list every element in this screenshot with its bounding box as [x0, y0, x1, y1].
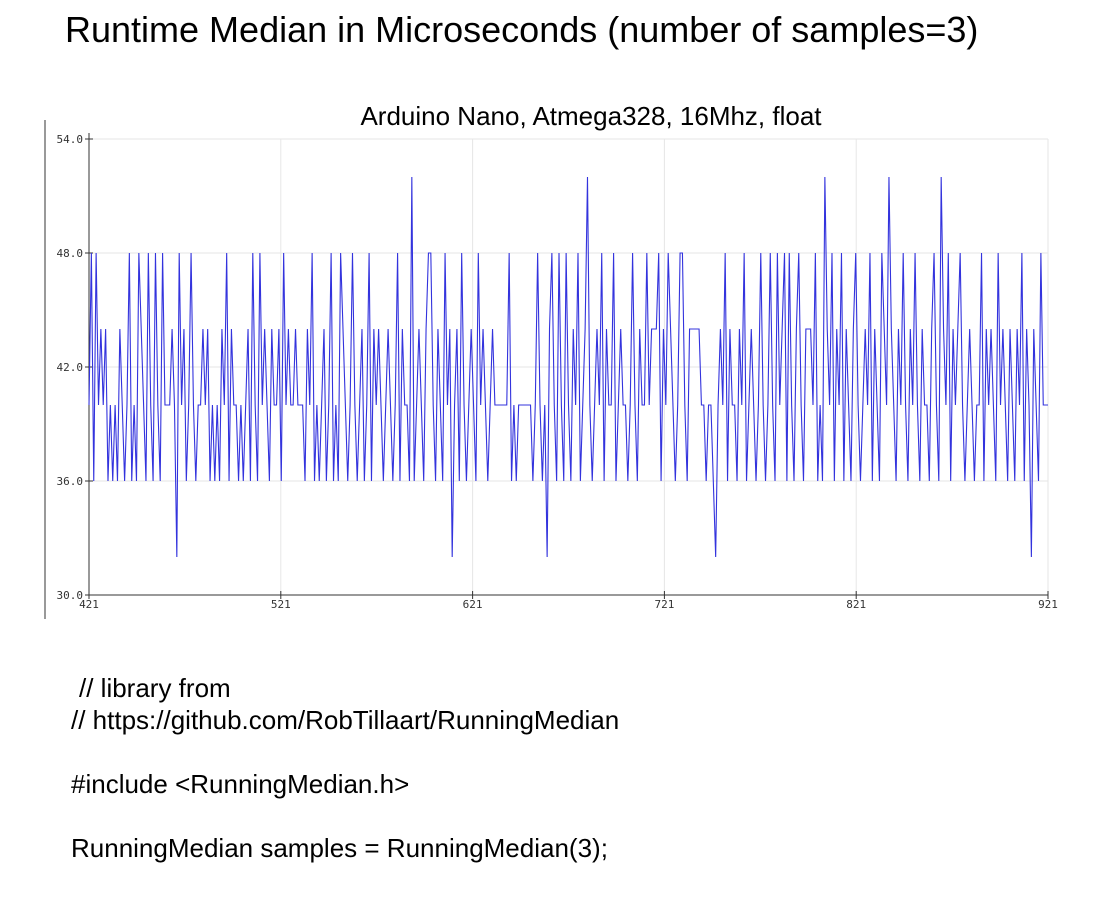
page-title: Runtime Median in Microseconds (number o…: [65, 9, 979, 50]
y-tick-label: 36.0: [57, 475, 84, 488]
x-tick-label: 921: [1038, 598, 1058, 611]
x-tick-label: 821: [846, 598, 866, 611]
y-tick-label: 54.0: [57, 133, 84, 146]
y-tick-label: 48.0: [57, 247, 84, 260]
y-tick-label: 42.0: [57, 361, 84, 374]
code-line: // library from: [79, 673, 231, 703]
code-snippet: // library from // https://github.com/Ro…: [71, 672, 619, 864]
x-tick-label: 621: [463, 598, 483, 611]
chart-title: Arduino Nano, Atmega328, 16Mhz, float: [360, 101, 822, 131]
tick-labels: 30.0 36.0 42.0 48.0 54.0 421 521 621 721 821 921: [57, 133, 1058, 611]
runtime-line-chart: Arduino Nano, Atmega328, 16Mhz, float 30…: [44, 101, 1058, 619]
y-tick-label: 30.0: [57, 589, 84, 602]
axes: [85, 133, 1049, 599]
series-line: [88, 176, 1048, 558]
x-tick-label: 421: [79, 598, 99, 611]
code-line: // https://github.com/RobTillaart/Runnin…: [71, 705, 620, 735]
code-line: [71, 736, 619, 768]
code-line: [71, 800, 619, 832]
code-line: RunningMedian samples = RunningMedian(3)…: [71, 833, 608, 863]
series-layer: [88, 176, 1048, 558]
code-line: #include <RunningMedian.h>: [71, 769, 410, 799]
x-tick-label: 721: [654, 598, 674, 611]
x-tick-label: 521: [271, 598, 291, 611]
